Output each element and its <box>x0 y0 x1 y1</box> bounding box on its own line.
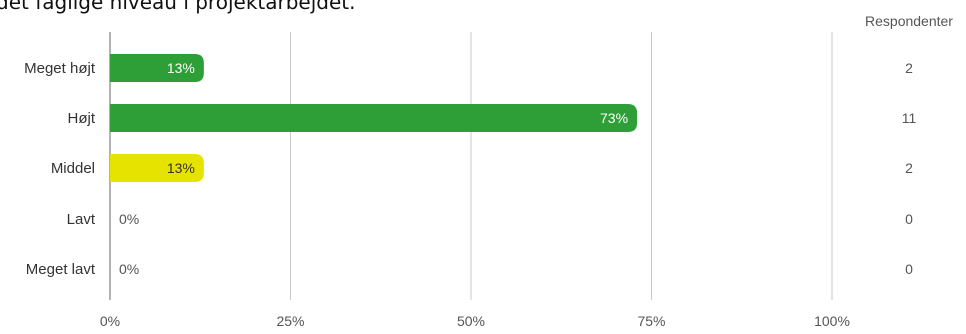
bar-value-label: 13% <box>167 160 195 176</box>
category-label: Middel <box>51 160 95 177</box>
respondent-count: 2 <box>905 160 913 176</box>
category-label: Meget lavt <box>26 261 96 278</box>
x-tick-label: 100% <box>814 313 850 329</box>
category-label: Meget højt <box>24 60 96 77</box>
bar-value-label: 13% <box>167 60 195 76</box>
x-tick-label: 75% <box>637 313 665 329</box>
category-label: Lavt <box>67 211 96 228</box>
bar-value-label: 0% <box>119 211 139 227</box>
x-tick-label: 50% <box>457 313 485 329</box>
x-tick-label: 25% <box>276 313 304 329</box>
respondent-count: 0 <box>905 211 913 227</box>
bar <box>110 104 638 132</box>
gridlines <box>109 32 833 300</box>
x-tick-label: 0% <box>100 313 120 329</box>
bar <box>110 54 204 82</box>
respondent-count: 2 <box>905 60 913 76</box>
chart-title: det faglige niveau i projektarbejdet. <box>0 0 355 14</box>
labels: 0% 25% 50% 75% 100% Meget højt 13% 2 Højt 73% 11 Mi… <box>24 60 916 329</box>
respondent-count: 11 <box>902 110 917 126</box>
respondents-header: Respondenter <box>865 13 953 29</box>
bar-value-label: 0% <box>119 261 139 277</box>
category-label: Højt <box>68 110 96 127</box>
bar-value-label: 73% <box>600 110 628 126</box>
bar <box>110 154 204 182</box>
respondent-count: 0 <box>905 261 913 277</box>
bars <box>110 54 638 182</box>
